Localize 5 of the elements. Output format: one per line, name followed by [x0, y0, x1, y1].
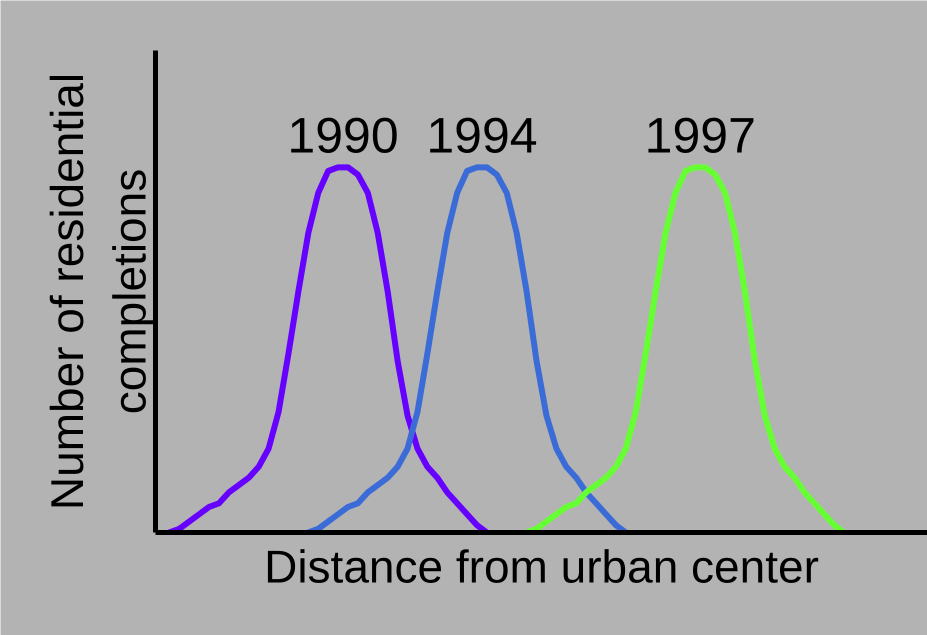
x-axis-title: Distance from urban center — [264, 540, 819, 592]
series-label: 1990 — [287, 108, 399, 164]
y-axis-title: Number of residential completions — [41, 72, 156, 510]
series-label: 1997 — [644, 108, 756, 164]
series-label: 1994 — [426, 108, 538, 164]
